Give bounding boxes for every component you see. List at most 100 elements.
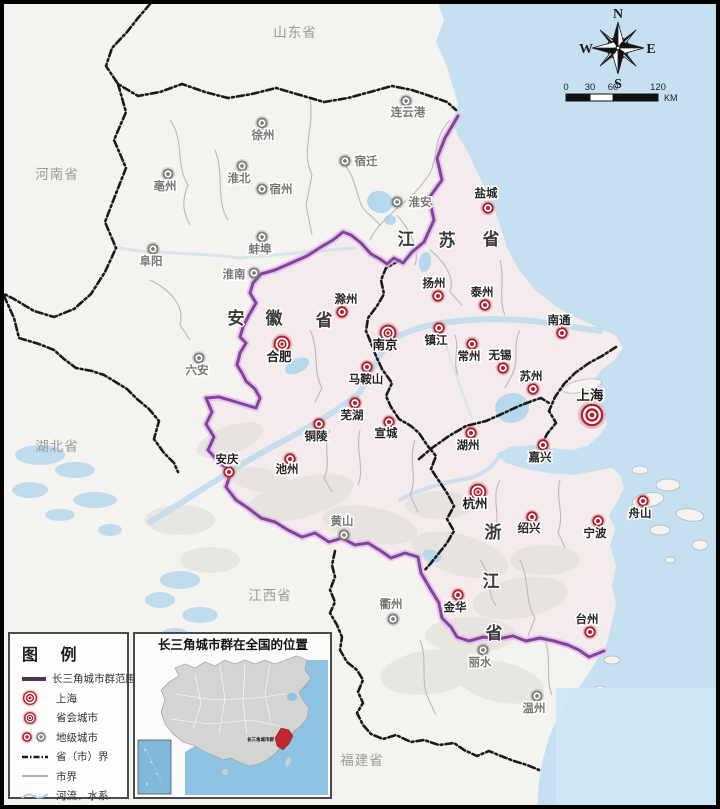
city-label: 泰州 <box>470 285 494 299</box>
city-label: 宣城 <box>375 426 398 440</box>
city-label: 安庆 <box>216 452 239 466</box>
legend-item-label: 河流、水系 <box>56 790 109 803</box>
legend-item-label: 市界 <box>56 770 77 783</box>
province-name-char: 省 <box>485 623 503 643</box>
city-marker: 芜湖 <box>339 395 365 424</box>
city-marker: 铜陵 <box>302 416 329 445</box>
legend-item-label: 省（市）界 <box>56 751 109 764</box>
legend-item-label: 省会城市 <box>56 712 98 725</box>
neighbor-province-label: 湖北省 <box>35 439 79 454</box>
city-label: 连云港 <box>391 105 426 119</box>
city-label: 徐州 <box>251 128 275 142</box>
city-label: 宿州 <box>270 182 293 196</box>
city-marker: 衢州 <box>378 596 404 626</box>
province-name-char: 江 <box>483 572 500 591</box>
city-label: 丽水 <box>469 655 492 669</box>
city-boundary <box>20 767 56 785</box>
scale-tick-30: 30 <box>585 82 596 93</box>
capital-marker <box>20 709 56 727</box>
city-marker: 淮北 <box>226 159 252 187</box>
city-label: 滁州 <box>335 292 358 306</box>
sea-overlay <box>556 688 720 809</box>
city-label: 常州 <box>458 349 481 363</box>
province-name-char: 省 <box>315 310 333 330</box>
city-marker: 合肥 <box>265 333 293 366</box>
city-markers <box>20 728 56 746</box>
city-label: 苏州 <box>520 369 543 383</box>
city-marker: 金华 <box>441 587 468 616</box>
city-marker: 六安 <box>184 351 210 379</box>
city-marker: 杭州 <box>461 481 489 513</box>
legend-item: 市界 <box>20 767 127 787</box>
compass-s-label: S <box>614 77 622 92</box>
scale-bar: 0 30 60 120 KM <box>563 82 677 103</box>
city-marker: 徐州 <box>249 116 276 144</box>
city-boundaries <box>149 96 566 716</box>
scale-tick-60: 60 <box>608 82 619 93</box>
city-marker: 池州 <box>274 451 300 478</box>
scale-tick-0: 0 <box>563 82 568 93</box>
city-marker: 黄山 <box>329 513 355 542</box>
city-marker: 苏州 <box>518 368 544 397</box>
province-boundary <box>20 748 56 766</box>
shanghai-marker <box>20 689 56 707</box>
inset-taiwan <box>285 757 291 767</box>
city-marker: 镇江 <box>423 320 449 349</box>
city-marker: 宁波 <box>582 513 608 542</box>
city-label: 镇江 <box>425 333 448 347</box>
compass-n-label: N <box>613 7 623 22</box>
city-label: 台州 <box>576 612 599 626</box>
city-marker: 上海 <box>575 386 606 429</box>
province-name-char: 浙 <box>485 522 502 542</box>
city-marker: 台州 <box>574 611 600 640</box>
city-label: 绍兴 <box>518 521 541 535</box>
terrain-shading <box>145 422 580 704</box>
inset-canvas: 长三角城市群在全国的位置 长三角城市群 <box>135 634 330 797</box>
compass-w-label: W <box>579 42 593 57</box>
scale-unit-label: KM <box>664 93 678 103</box>
legend-title: 图 例 <box>22 647 86 664</box>
city-marker: 宣城 <box>373 414 399 442</box>
city-marker: 盐城 <box>473 185 499 216</box>
legend-item-label: 上海 <box>56 692 77 705</box>
neighbor-province-label: 河南省 <box>35 167 79 182</box>
cluster-region-tint <box>206 116 624 657</box>
neighbor-province-label: 江西省 <box>248 588 292 603</box>
city-label: 马鞍山 <box>349 372 384 386</box>
compass-e-label: E <box>646 42 655 57</box>
city-label: 衢州 <box>380 597 403 611</box>
city-label: 淮北 <box>228 171 251 185</box>
city-label: 淮南 <box>223 267 246 281</box>
city-marker: 滁州 <box>333 291 359 320</box>
city-marker: 南通 <box>546 312 572 341</box>
city-marker: 亳州 <box>152 167 178 195</box>
city-marker: 南京 <box>371 322 399 354</box>
city-label: 湖州 <box>457 438 480 452</box>
city-marker: 温州 <box>521 689 547 717</box>
inset-china <box>160 655 312 767</box>
city-label: 六安 <box>186 363 209 377</box>
neighbor-province-label: 山东省 <box>273 25 317 40</box>
city-marker: 嘉兴 <box>526 437 553 466</box>
province-name-char: 徽 <box>265 308 284 328</box>
city-marker: 宿州 <box>255 181 294 198</box>
inset-yrd-region <box>274 727 294 751</box>
city-marker: 丽水 <box>467 643 493 671</box>
city-label: 铜陵 <box>304 429 328 443</box>
neighbor-province-label: 福建省 <box>340 753 384 768</box>
city-label: 南京 <box>372 337 398 352</box>
city-marker: 阜阳 <box>138 242 164 270</box>
city-marker: 常州 <box>456 336 482 365</box>
city-label: 黄山 <box>331 514 354 528</box>
city-marker: 舟山 <box>627 493 653 522</box>
city-label: 宿迁 <box>355 154 378 168</box>
city-label: 阜阳 <box>140 254 163 268</box>
city-label: 亳州 <box>154 179 177 193</box>
city-label: 嘉兴 <box>528 450 552 464</box>
river-line <box>20 787 56 805</box>
city-label: 温州 <box>523 701 546 715</box>
city-label: 舟山 <box>629 506 652 520</box>
